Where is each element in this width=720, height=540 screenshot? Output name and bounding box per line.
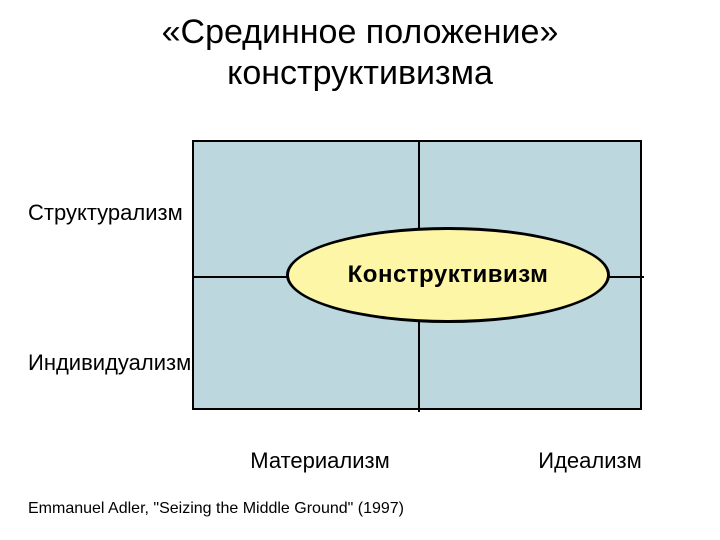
citation-text: Emmanuel Adler, "Seizing the Middle Grou… xyxy=(28,500,404,518)
center-ellipse: Конструктивизм xyxy=(286,227,610,323)
slide-title: «Срединное положение» конструктивизма xyxy=(0,12,720,94)
ellipse-label: Конструктивизм xyxy=(348,261,549,289)
title-line-1: «Срединное положение» xyxy=(0,12,720,53)
x-axis-left-label: Материализм xyxy=(220,448,420,474)
y-axis-top-label: Структурализм xyxy=(28,200,183,226)
slide: «Срединное положение» конструктивизма Ко… xyxy=(0,0,720,540)
title-line-2: конструктивизма xyxy=(0,53,720,94)
x-axis-right-label: Идеализм xyxy=(500,448,680,474)
y-axis-bottom-label: Индивидуализм xyxy=(28,350,191,376)
